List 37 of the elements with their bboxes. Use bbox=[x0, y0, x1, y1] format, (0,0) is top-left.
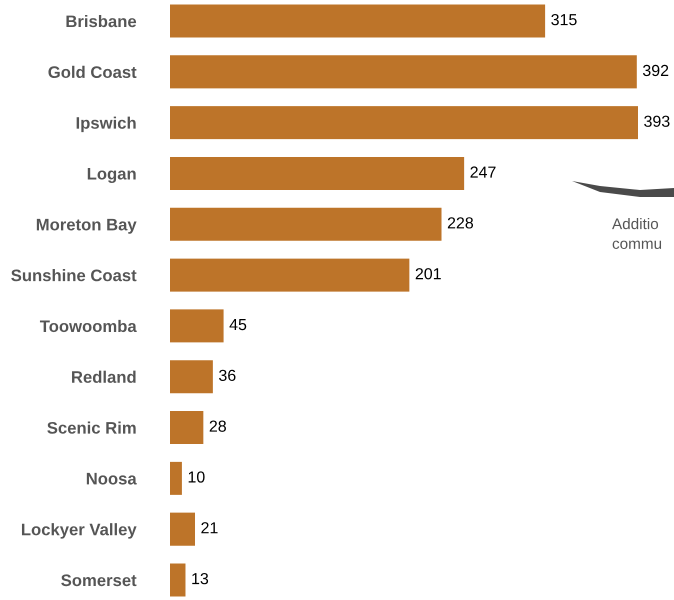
y-tick-label: Somerset bbox=[61, 574, 136, 586]
y-tick-label: Toowoomba bbox=[40, 320, 137, 332]
data-label: 10 bbox=[188, 471, 205, 483]
data-label: 21 bbox=[201, 522, 218, 534]
y-tick-label: Ipswich bbox=[76, 116, 136, 132]
data-label: 36 bbox=[219, 370, 236, 382]
y-tick-label: Brisbane bbox=[66, 14, 136, 28]
data-label: 13 bbox=[192, 572, 208, 584]
bar bbox=[170, 563, 186, 597]
bar bbox=[170, 512, 196, 546]
bar bbox=[170, 55, 637, 88]
data-label: 228 bbox=[448, 217, 474, 229]
annotation: Additio commu bbox=[612, 218, 662, 249]
y-tick-label: Redland bbox=[72, 370, 136, 383]
y-tick-label: Gold Coast bbox=[48, 66, 136, 78]
data-label: 247 bbox=[470, 166, 496, 178]
bar bbox=[170, 411, 204, 444]
bar bbox=[170, 360, 213, 394]
bar bbox=[170, 208, 442, 241]
y-tick-label: Logan bbox=[88, 168, 136, 183]
y-tick-label: Lockyer Valley bbox=[22, 523, 137, 539]
bar bbox=[170, 462, 182, 495]
y-tick-label: Moreton Bay bbox=[36, 218, 137, 234]
bar bbox=[170, 309, 224, 342]
data-label: 315 bbox=[551, 14, 577, 26]
y-tick-label: Noosa bbox=[86, 472, 137, 485]
data-label: 45 bbox=[230, 319, 246, 330]
bar bbox=[170, 4, 546, 38]
y-tick-label: Sunshine Coast bbox=[11, 269, 136, 282]
y-tick-label: Scenic Rim bbox=[47, 422, 136, 434]
bar bbox=[170, 156, 464, 190]
bar bbox=[170, 258, 410, 292]
data-label: 201 bbox=[416, 268, 441, 280]
data-label: 393 bbox=[644, 116, 670, 127]
bar bbox=[170, 106, 638, 140]
data-label: 28 bbox=[210, 420, 226, 432]
data-label: 392 bbox=[642, 64, 668, 76]
